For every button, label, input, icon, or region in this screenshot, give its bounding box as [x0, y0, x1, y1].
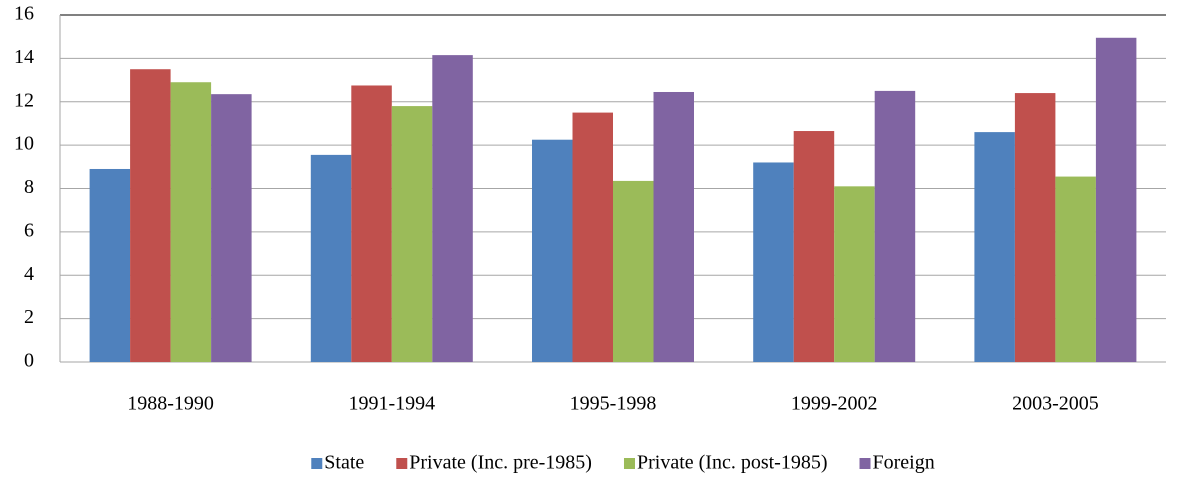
y-tick-label: 14	[14, 46, 34, 68]
bar	[89, 168, 131, 362]
bar	[753, 162, 794, 362]
legend-label: Private (Inc. pre-1985)	[409, 452, 592, 474]
bar	[532, 139, 573, 362]
bar	[613, 180, 654, 362]
x-tick-label: 2003-2005	[1012, 393, 1099, 415]
bar	[130, 69, 171, 362]
bar	[1095, 37, 1137, 362]
bar	[1055, 176, 1096, 362]
bar	[793, 131, 835, 362]
x-tick-label: 1995-1998	[570, 393, 657, 415]
bar	[974, 132, 1015, 362]
y-tick-label: 16	[14, 3, 34, 25]
bar	[572, 112, 613, 362]
bar	[1014, 93, 1056, 362]
bar	[391, 106, 433, 363]
legend-marker	[623, 458, 635, 469]
legend-label: Foreign	[873, 452, 935, 474]
x-tick-label: 1988-1990	[127, 393, 214, 415]
bar	[834, 186, 875, 362]
y-tick-label: 0	[24, 350, 34, 372]
bar	[653, 91, 694, 362]
y-tick-label: 6	[24, 219, 34, 241]
legend-marker	[396, 458, 408, 469]
y-tick-label: 8	[24, 176, 34, 198]
y-tick-label: 2	[24, 306, 34, 328]
bar	[351, 85, 392, 362]
x-tick-label: 1999-2002	[791, 393, 878, 415]
legend-marker	[859, 458, 871, 469]
y-tick-label: 4	[24, 263, 34, 285]
bar	[211, 94, 252, 363]
legend-label: State	[324, 452, 364, 474]
bar	[874, 90, 916, 362]
y-tick-label: 12	[14, 89, 34, 111]
x-tick-label: 1991-1994	[348, 393, 435, 415]
bar	[432, 55, 473, 362]
legend-label: Private (Inc. post-1985)	[637, 452, 828, 474]
y-tick-label: 10	[14, 133, 34, 155]
bar	[170, 82, 212, 362]
bar	[310, 154, 352, 362]
legend-marker	[311, 458, 323, 469]
